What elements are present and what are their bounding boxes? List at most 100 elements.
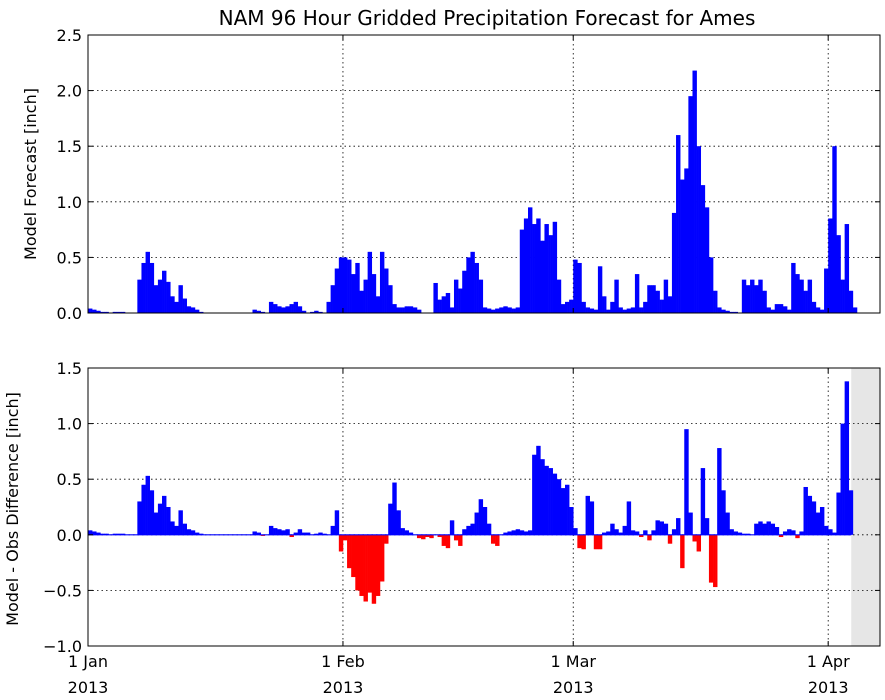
forecast-bar	[326, 301, 329, 313]
forecast-bar	[254, 309, 257, 313]
difference-bar	[704, 518, 708, 535]
forecast-y-tick-label: 0.5	[57, 248, 82, 267]
forecast-bar	[312, 311, 315, 313]
forecast-bar	[848, 290, 852, 313]
forecast-bar	[462, 270, 465, 313]
forecast-bar	[293, 301, 296, 313]
forecast-bar	[634, 274, 638, 313]
forecast-bar	[147, 251, 150, 313]
forecast-bar	[451, 307, 455, 313]
difference-bar	[830, 529, 833, 535]
difference-bar	[756, 523, 759, 535]
forecast-bar	[176, 301, 179, 313]
forecast-bar	[591, 308, 595, 313]
difference-bar	[182, 523, 185, 535]
difference-bar	[493, 534, 496, 544]
difference-bar	[678, 518, 681, 535]
forecast-bar	[320, 311, 323, 313]
forecast-bar	[367, 251, 370, 313]
difference-bar	[351, 534, 354, 578]
forecast-bar	[349, 259, 352, 313]
forecast-bar	[854, 307, 858, 313]
difference-bar	[363, 534, 366, 602]
forecast-bar	[752, 279, 755, 313]
forecast-bar	[684, 168, 687, 313]
difference-bar	[396, 510, 399, 535]
forecast-bar	[750, 279, 753, 313]
difference-bar	[680, 534, 683, 569]
forecast-bar	[762, 290, 765, 313]
difference-bar	[515, 529, 519, 535]
forecast-bar	[688, 96, 691, 313]
forecast-bar	[641, 307, 644, 313]
forecast-bar	[616, 279, 619, 313]
forecast-bar	[754, 285, 757, 313]
forecast-bar	[805, 290, 808, 313]
forecast-bar	[256, 310, 259, 313]
difference-bar	[293, 532, 296, 535]
difference-bar	[550, 468, 553, 535]
forecast-bar	[419, 309, 422, 313]
difference-bar	[388, 503, 391, 535]
chart-title: NAM 96 Hour Gridded Precipitation Foreca…	[219, 6, 756, 30]
difference-bar	[791, 530, 794, 535]
forecast-bar	[120, 311, 124, 313]
forecast-bar	[328, 301, 331, 313]
forecast-bar	[102, 311, 105, 313]
forecast-bar	[188, 306, 192, 313]
difference-bar	[548, 468, 551, 535]
difference-bar	[176, 525, 179, 535]
forecast-bar	[384, 268, 387, 313]
difference-bar	[811, 501, 815, 535]
difference-bar	[303, 532, 307, 535]
forecast-bar	[842, 279, 845, 313]
forecast-bar	[379, 251, 383, 313]
forecast-bar	[789, 309, 792, 313]
forecast-bar	[606, 309, 609, 313]
forecast-bar	[517, 307, 521, 313]
difference-bar	[622, 525, 625, 535]
difference-bar	[585, 495, 588, 535]
difference-bar	[556, 479, 560, 535]
difference-bar	[188, 529, 192, 535]
difference-bar	[168, 507, 171, 535]
forecast-bar	[182, 298, 185, 313]
forecast-bar	[285, 306, 288, 313]
difference-bar	[382, 534, 385, 582]
forecast-panel: 0.0 0.5 1.0 1.5 2.0 2.5 Model Forecast [inch]	[21, 26, 881, 323]
forecast-bar	[196, 309, 200, 313]
forecast-bar	[88, 308, 91, 313]
forecast-bar	[359, 290, 362, 313]
forecast-bar	[291, 304, 294, 313]
forecast-bar	[460, 288, 463, 313]
forecast-bar	[519, 229, 523, 313]
difference-bar	[268, 525, 272, 535]
forecast-bar	[275, 304, 278, 313]
difference-bar	[538, 445, 541, 535]
forecast-bar	[262, 311, 266, 313]
forecast-bar	[624, 309, 627, 313]
forecast-bar	[252, 309, 255, 313]
forecast-bar	[96, 310, 99, 313]
forecast-bar	[155, 285, 159, 313]
forecast-bar	[680, 179, 683, 313]
difference-bar	[729, 529, 732, 535]
difference-bar	[614, 529, 617, 535]
forecast-bar	[673, 212, 677, 313]
difference-bar	[427, 534, 430, 538]
forecast-bar	[408, 306, 412, 313]
difference-bar	[521, 530, 525, 535]
forecast-bar	[334, 268, 338, 313]
difference-bar	[281, 530, 284, 535]
difference-bar	[340, 534, 344, 552]
forecast-bar	[665, 279, 669, 313]
difference-bar	[571, 507, 574, 535]
difference-bar	[799, 531, 802, 535]
forecast-bar	[811, 301, 815, 313]
difference-bar	[513, 530, 516, 535]
forecast-bar	[157, 279, 161, 313]
forecast-bar	[850, 290, 854, 313]
difference-bar	[256, 532, 259, 535]
forecast-y-tick-label: 1.5	[57, 137, 82, 156]
difference-bar	[410, 532, 414, 535]
